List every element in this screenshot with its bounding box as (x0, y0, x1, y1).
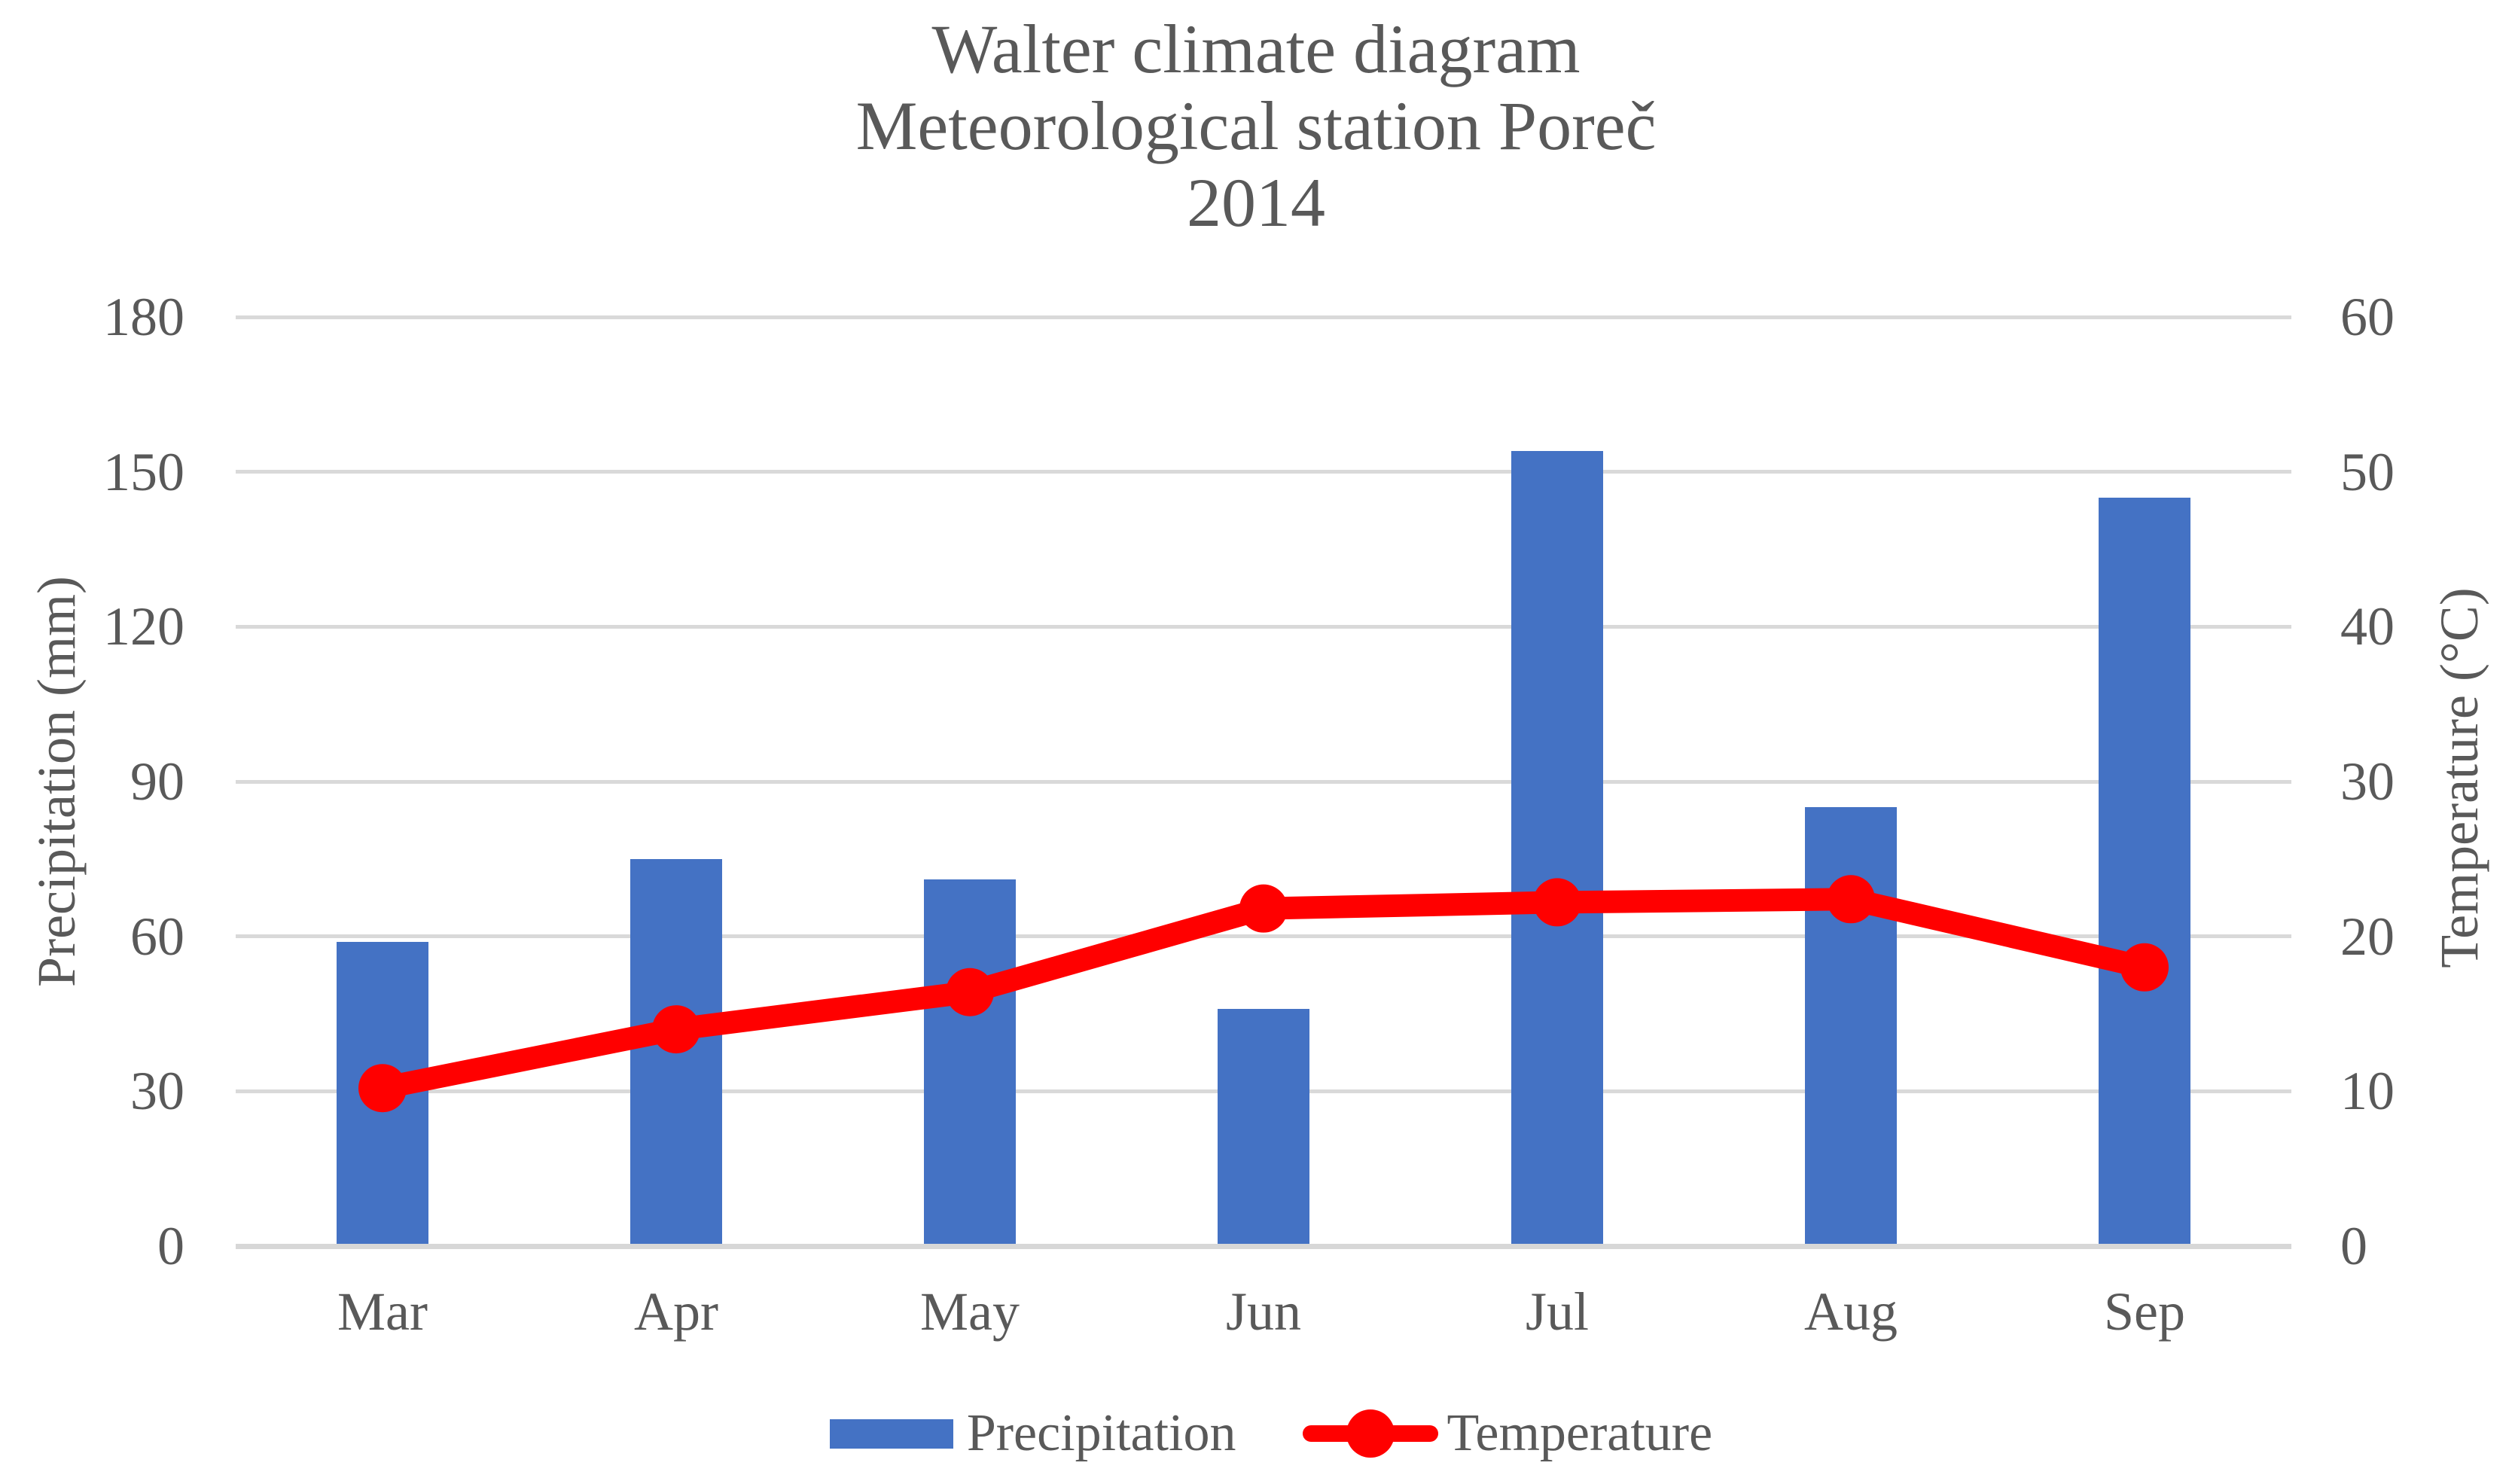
temperature-point (1239, 884, 1288, 933)
legend-item-precipitation: Precipitation (829, 1403, 1236, 1464)
x-axis-label: Apr (634, 1281, 718, 1342)
temperature-point (1533, 878, 1581, 927)
left-axis-tick: 120 (103, 596, 184, 657)
gridline (236, 315, 2291, 319)
precipitation-bar (924, 879, 1016, 1244)
right-axis-tick: 20 (2340, 906, 2395, 967)
left-axis-tick: 0 (157, 1216, 184, 1276)
right-axis-tick: 10 (2340, 1061, 2395, 1122)
temperature-point (358, 1064, 407, 1113)
x-axis-label: Aug (1804, 1281, 1898, 1342)
gridline (236, 934, 2291, 939)
gridline (236, 779, 2291, 784)
left-axis-tick: 150 (103, 441, 184, 502)
right-axis-tick: 0 (2340, 1216, 2367, 1276)
left-axis-tick: 30 (130, 1061, 184, 1122)
chart-title-line-2: Meteorological station Poreč (855, 87, 1657, 164)
temperature-point (946, 967, 994, 1016)
chart-title-line-1: Walter climate diagram (931, 11, 1581, 87)
temperature-point (2120, 943, 2169, 992)
right-axis-tick: 40 (2340, 596, 2395, 657)
precipitation-bar (2099, 497, 2190, 1244)
legend-label-precipitation: Precipitation (966, 1404, 1236, 1462)
temperature-point (1827, 875, 1875, 924)
left-axis-tick: 60 (130, 906, 184, 967)
precipitation-bar (1218, 1008, 1309, 1244)
right-axis-title: Temperature (°C) (2429, 587, 2489, 968)
left-axis-tick: 180 (103, 287, 184, 347)
chart-title: Walter climate diagram Meteorological st… (0, 11, 2512, 241)
x-axis-label: Mar (337, 1281, 428, 1342)
x-axis-label: Sep (2104, 1281, 2185, 1342)
temperature-marker-icon (1302, 1409, 1438, 1458)
chart-title-line-3: 2014 (1187, 164, 1325, 241)
x-axis-line (236, 1243, 2291, 1249)
right-axis-tick: 60 (2340, 287, 2395, 347)
temperature-point (652, 1005, 700, 1054)
gridline (236, 624, 2291, 629)
x-axis-label: Jun (1225, 1281, 1302, 1342)
gridline (236, 470, 2291, 474)
right-axis-tick: 30 (2340, 751, 2395, 812)
x-axis-label: Jul (1525, 1281, 1590, 1342)
left-axis-title: Precipitation (mm) (26, 576, 87, 987)
left-axis-tick: 90 (130, 751, 184, 812)
right-axis-tick: 50 (2340, 441, 2395, 502)
x-axis-label: May (920, 1281, 1020, 1342)
legend-label-temperature: Temperature (1447, 1404, 1713, 1462)
temperature-dot-icon (1346, 1409, 1395, 1458)
legend-item-temperature: Temperature (1236, 1403, 1713, 1464)
precipitation-bar (1511, 451, 1603, 1244)
legend: Precipitation Temperature (30, 1397, 2512, 1470)
precipitation-swatch-icon (829, 1418, 953, 1449)
